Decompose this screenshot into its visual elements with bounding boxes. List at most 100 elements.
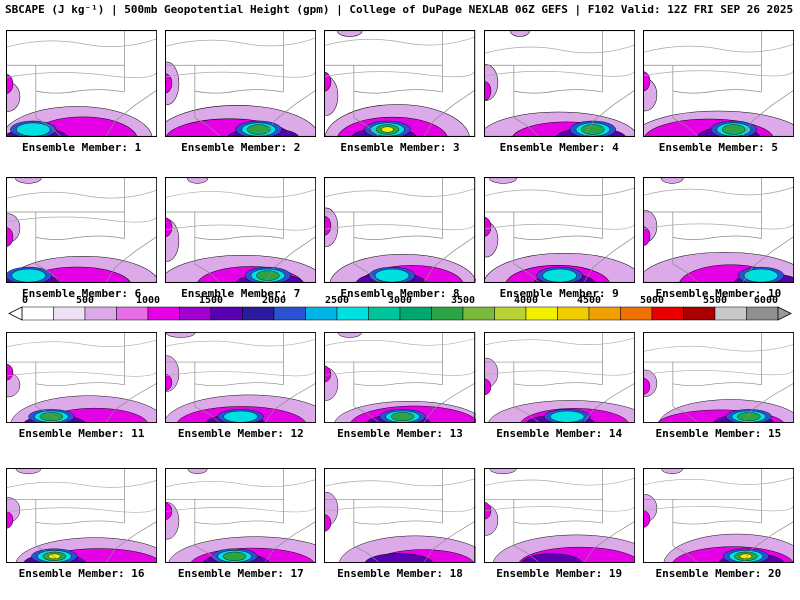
cape-map-svg — [483, 30, 635, 137]
cape-map-svg — [483, 332, 635, 423]
ensemble-member-panel: Ensemble Member: 17 — [165, 468, 317, 580]
ensemble-map-image[interactable] — [642, 468, 794, 563]
ensemble-row-4: Ensemble Member: 16 Ensemble Member: 17 En… — [6, 468, 794, 580]
cape-map-svg — [6, 177, 158, 283]
colorbar-segment — [462, 306, 495, 321]
ensemble-member-panel: Ensemble Member: 4 — [483, 30, 635, 154]
ensemble-map-image[interactable] — [324, 332, 476, 423]
cape-map-svg — [165, 468, 317, 563]
ensemble-member-panel: Ensemble Member: 5 — [642, 30, 794, 154]
colorbar-segment — [84, 306, 117, 321]
colorbar-segment — [399, 306, 432, 321]
ensemble-map-image[interactable] — [6, 30, 158, 137]
ensemble-map-image[interactable] — [6, 468, 158, 563]
ensemble-map-image[interactable] — [324, 30, 476, 137]
ensemble-map-image[interactable] — [165, 177, 317, 283]
colorbar-segment — [147, 306, 180, 321]
colorbar-segment — [179, 306, 212, 321]
ensemble-map-image[interactable] — [324, 177, 476, 283]
ensemble-member-panel: Ensemble Member: 3 — [324, 30, 476, 154]
ensemble-member-panel: Ensemble Member: 7 — [165, 177, 317, 300]
cape-map-svg — [165, 332, 317, 423]
ensemble-map-image[interactable] — [483, 30, 635, 137]
ensemble-member-panel: Ensemble Member: 6 — [6, 177, 158, 300]
ensemble-member-panel: Ensemble Member: 1 — [6, 30, 158, 154]
ensemble-map-image[interactable] — [165, 332, 317, 423]
ensemble-member-panel: Ensemble Member: 18 — [324, 468, 476, 580]
ensemble-map-image[interactable] — [324, 468, 476, 563]
ensemble-row-1: Ensemble Member: 1 Ensemble Member: 2 Ense… — [6, 30, 794, 154]
colorbar-segment — [305, 306, 338, 321]
ensemble-map-image[interactable] — [642, 177, 794, 283]
colorbar-segment — [21, 306, 54, 321]
ensemble-member-label: Ensemble Member: 8 — [340, 287, 460, 300]
colorbar-segment — [714, 306, 747, 321]
colorbar-segment — [620, 306, 653, 321]
cape-colorbar: 0 500 1000 1500 2000 2500 3000 3500 4000 4500 5000… — [8, 294, 792, 322]
colorbar-segment — [368, 306, 401, 321]
page-title: SBCAPE (J kg⁻¹) | 500mb Geopotential Hei… — [5, 3, 794, 16]
ensemble-row-3: Ensemble Member: 11 Ensemble Member: 12 En… — [6, 332, 794, 440]
ensemble-member-label: Ensemble Member: 5 — [658, 141, 778, 154]
ensemble-member-label: Ensemble Member: 10 — [655, 287, 782, 300]
colorbar-tick-label: 5500 — [703, 295, 727, 306]
colorbar-right-arrow-icon — [777, 306, 792, 321]
colorbar-tick-label: 4500 — [577, 295, 601, 306]
ensemble-map-image[interactable] — [483, 468, 635, 563]
ensemble-member-panel: Ensemble Member: 13 — [324, 332, 476, 440]
colorbar-segment — [273, 306, 306, 321]
colorbar-segment — [116, 306, 149, 321]
ensemble-member-panel: Ensemble Member: 16 — [6, 468, 158, 580]
ensemble-member-label: Ensemble Member: 20 — [655, 567, 782, 580]
ensemble-member-label: Ensemble Member: 9 — [499, 287, 619, 300]
cape-map-svg — [642, 30, 794, 137]
colorbar-segment — [494, 306, 527, 321]
ensemble-member-panel: Ensemble Member: 9 — [483, 177, 635, 300]
ensemble-map-image[interactable] — [6, 177, 158, 283]
colorbar-segment — [557, 306, 590, 321]
cape-colorbar-scale: 0 500 1000 1500 2000 2500 3000 3500 4000 4500 5000… — [8, 295, 792, 321]
ensemble-map-image[interactable] — [6, 332, 158, 423]
cape-map-svg — [642, 468, 794, 563]
cape-map-svg — [642, 177, 794, 283]
ensemble-member-panel: Ensemble Member: 11 — [6, 332, 158, 440]
ensemble-member-label: Ensemble Member: 14 — [496, 427, 623, 440]
cape-map-svg — [6, 468, 158, 563]
ensemble-row-2: Ensemble Member: 6 Ensemble Member: 7 Ense… — [6, 177, 794, 300]
colorbar-segment — [336, 306, 369, 321]
cape-map-svg — [324, 177, 476, 283]
ensemble-map-image[interactable] — [642, 30, 794, 137]
colorbar-segment — [210, 306, 243, 321]
cape-map-svg — [642, 332, 794, 423]
cape-map-svg — [324, 30, 476, 137]
ensemble-map-image[interactable] — [165, 468, 317, 563]
ensemble-member-label: Ensemble Member: 3 — [340, 141, 460, 154]
ensemble-map-image[interactable] — [483, 177, 635, 283]
colorbar-segment — [651, 306, 684, 321]
ensemble-member-label: Ensemble Member: 6 — [21, 287, 142, 300]
colorbar-tick-label: 3000 — [388, 295, 412, 306]
ensemble-member-label: Ensemble Member: 7 — [181, 287, 301, 300]
colorbar-tick-label: 2000 — [262, 295, 286, 306]
ensemble-member-label: Ensemble Member: 15 — [655, 427, 782, 440]
cape-map-svg — [324, 332, 476, 423]
colorbar-segment — [588, 306, 621, 321]
colorbar-tick-label: 1000 — [136, 295, 160, 306]
colorbar-segment — [242, 306, 275, 321]
ensemble-map-image[interactable] — [642, 332, 794, 423]
colorbar-tick-label: 6000 — [754, 295, 778, 306]
cape-map-svg — [165, 177, 317, 283]
colorbar-segment — [683, 306, 716, 321]
ensemble-member-label: Ensemble Member: 1 — [21, 141, 142, 154]
ensemble-member-panel: Ensemble Member: 10 — [642, 177, 794, 300]
colorbar-segment — [431, 306, 464, 321]
ensemble-member-label: Ensemble Member: 19 — [496, 567, 623, 580]
ensemble-member-panel: Ensemble Member: 20 — [642, 468, 794, 580]
ensemble-map-image[interactable] — [165, 30, 317, 137]
ensemble-member-label: Ensemble Member: 17 — [177, 567, 304, 580]
ensemble-member-label: Ensemble Member: 18 — [337, 567, 463, 580]
ensemble-map-image[interactable] — [483, 332, 635, 423]
colorbar-segment — [53, 306, 86, 321]
ensemble-member-panel: Ensemble Member: 19 — [483, 468, 635, 580]
ensemble-member-panel: Ensemble Member: 2 — [165, 30, 317, 154]
